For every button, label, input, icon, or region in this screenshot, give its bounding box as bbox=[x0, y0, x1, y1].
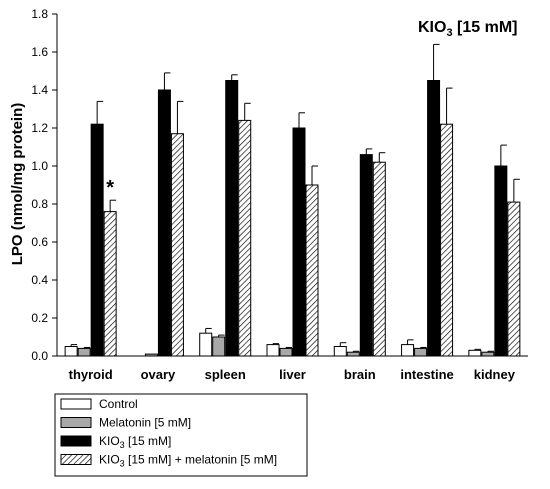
legend-label-part: KIO bbox=[99, 453, 120, 467]
bar bbox=[507, 201, 521, 357]
bar bbox=[199, 332, 213, 357]
bar bbox=[414, 347, 428, 357]
chart-annotation: KIO3 [15 mM] bbox=[418, 19, 517, 39]
legend-swatch bbox=[60, 435, 92, 447]
y-tick-label: 1.8 bbox=[31, 7, 48, 21]
bar bbox=[212, 336, 226, 357]
annotation-base: KIO bbox=[418, 19, 446, 36]
category-label: spleen bbox=[205, 367, 246, 382]
category-label: thyroid bbox=[69, 367, 113, 382]
legend-box bbox=[54, 393, 308, 477]
bar bbox=[372, 161, 386, 357]
bar bbox=[292, 127, 306, 357]
bar bbox=[440, 123, 454, 357]
legend-swatch bbox=[60, 398, 92, 410]
legend-label-part: Melatonin [5 mM] bbox=[99, 416, 191, 430]
bar bbox=[333, 346, 347, 357]
y-tick-label: 0.2 bbox=[31, 311, 48, 325]
legend-swatch bbox=[60, 417, 92, 428]
significance-marker: * bbox=[106, 177, 114, 199]
bar bbox=[103, 211, 117, 357]
y-tick-label: 1.4 bbox=[31, 83, 48, 97]
bar bbox=[359, 154, 373, 357]
category-label: intestine bbox=[400, 367, 453, 382]
y-tick-label: 1.6 bbox=[31, 45, 48, 59]
bar bbox=[238, 119, 252, 357]
y-tick-label: 1.2 bbox=[31, 121, 48, 135]
y-tick-label: 1.0 bbox=[31, 159, 48, 173]
legend-swatch bbox=[60, 454, 92, 465]
y-tick-label: 0.0 bbox=[31, 349, 48, 363]
bar bbox=[157, 89, 171, 357]
y-tick-label: 0.4 bbox=[31, 273, 48, 287]
y-axis-title: LPO (nmol/mg protein) bbox=[9, 103, 26, 266]
legend-label: Control bbox=[99, 397, 138, 411]
bar bbox=[494, 165, 508, 357]
legend-label-part: KIO bbox=[99, 434, 120, 448]
annotation-subscript: 3 bbox=[446, 27, 452, 39]
category-label: kidney bbox=[474, 367, 516, 382]
legend-label-part: [15 mM] bbox=[125, 434, 172, 448]
bar bbox=[170, 133, 184, 357]
bar bbox=[144, 353, 158, 357]
category-label: brain bbox=[344, 367, 376, 382]
y-tick-label: 0.6 bbox=[31, 235, 48, 249]
bar bbox=[305, 184, 319, 357]
bar bbox=[279, 347, 293, 357]
y-tick-label: 0.8 bbox=[31, 197, 48, 211]
bar bbox=[427, 80, 441, 357]
bar bbox=[77, 347, 91, 357]
bar bbox=[468, 349, 482, 357]
legend-label: Melatonin [5 mM] bbox=[99, 416, 191, 430]
bar bbox=[90, 123, 104, 357]
bar bbox=[346, 351, 360, 357]
category-label: liver bbox=[279, 367, 306, 382]
bar bbox=[64, 346, 78, 357]
annotation-rest: [15 mM] bbox=[453, 19, 518, 36]
legend-label: KIO3 [15 mM] + melatonin [5 mM] bbox=[99, 453, 277, 469]
bar bbox=[401, 344, 415, 357]
bar bbox=[481, 351, 495, 357]
legend-label-part: 3 bbox=[120, 440, 125, 450]
legend-label-part: [15 mM] + melatonin [5 mM] bbox=[125, 453, 277, 467]
legend-label: KIO3 [15 mM] bbox=[99, 434, 171, 450]
legend-label-part: 3 bbox=[120, 459, 125, 469]
legend-label-part: Control bbox=[99, 397, 138, 411]
category-label: ovary bbox=[141, 367, 176, 382]
bar bbox=[266, 344, 280, 357]
bar bbox=[225, 80, 239, 357]
